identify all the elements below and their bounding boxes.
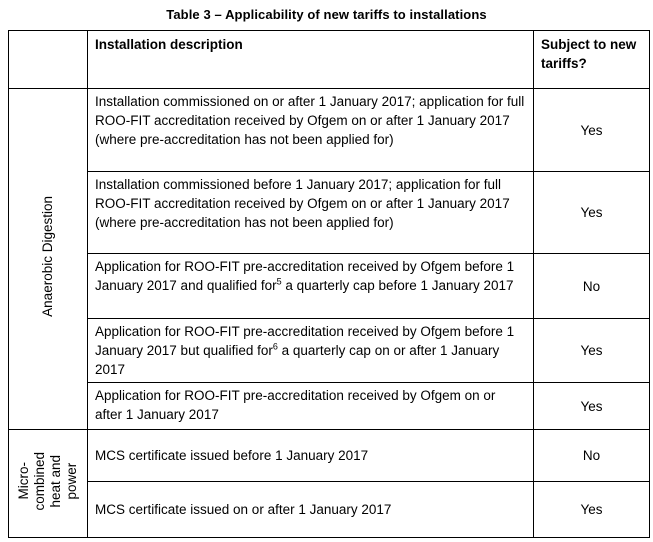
subject-header-cell: Subject to new tariffs?: [533, 30, 650, 89]
footnote-marker: 6: [272, 341, 278, 352]
installation-description-cell: Application for ROO-FIT pre-accreditatio…: [87, 318, 534, 383]
table-row: Application for ROO-FIT pre-accreditatio…: [9, 382, 650, 430]
category-header-cell: [8, 30, 88, 89]
subject-to-new-tariffs-cell: Yes: [533, 88, 650, 172]
subject-to-new-tariffs-cell: No: [533, 253, 650, 319]
category-cell: Anaerobic Digestion: [8, 88, 88, 430]
subject-to-new-tariffs-cell: Yes: [533, 171, 650, 254]
tariff-applicability-table: Installation description Subject to new …: [8, 30, 650, 538]
installation-description-cell: Application for ROO-FIT pre-accreditatio…: [87, 382, 534, 430]
installation-description-cell: MCS certificate issued before 1 January …: [87, 429, 534, 482]
table-row: Micro- combined heat and power MCS certif…: [8, 429, 650, 538]
subject-to-new-tariffs-cell: Yes: [533, 481, 650, 538]
footnote-marker: 5: [276, 276, 282, 287]
category-cell: Micro- combined heat and power: [8, 429, 88, 538]
subject-to-new-tariffs-cell: No: [533, 429, 650, 482]
category-label: Micro- combined heat and power: [16, 451, 79, 511]
header-row: Installation description Subject to new …: [8, 30, 650, 89]
table-body: Anaerobic Digestion Installation commissi…: [8, 88, 650, 538]
table-row: Application for ROO-FIT pre-accreditatio…: [9, 318, 650, 383]
table-row: Anaerobic Digestion Installation commissi…: [8, 88, 650, 430]
table-row: MCS certificate issued on or after 1 Jan…: [9, 481, 650, 538]
category-label: Anaerobic Digestion: [40, 196, 55, 317]
table-title: Table 3 – Applicability of new tariffs t…: [166, 7, 487, 22]
subject-to-new-tariffs-cell: Yes: [533, 382, 650, 430]
installation-description-cell: MCS certificate issued on or after 1 Jan…: [87, 481, 534, 538]
table-row: Application for ROO-FIT pre-accreditatio…: [9, 253, 650, 319]
installation-description-cell: Installation commissioned on or after 1 …: [87, 88, 534, 172]
table-row: Installation commissioned before 1 Janua…: [9, 171, 650, 254]
subject-to-new-tariffs-cell: Yes: [533, 318, 650, 383]
description-header-cell: Installation description: [87, 30, 534, 89]
installation-description-cell: Installation commissioned before 1 Janua…: [87, 171, 534, 254]
installation-description-cell: Application for ROO-FIT pre-accreditatio…: [87, 253, 534, 319]
